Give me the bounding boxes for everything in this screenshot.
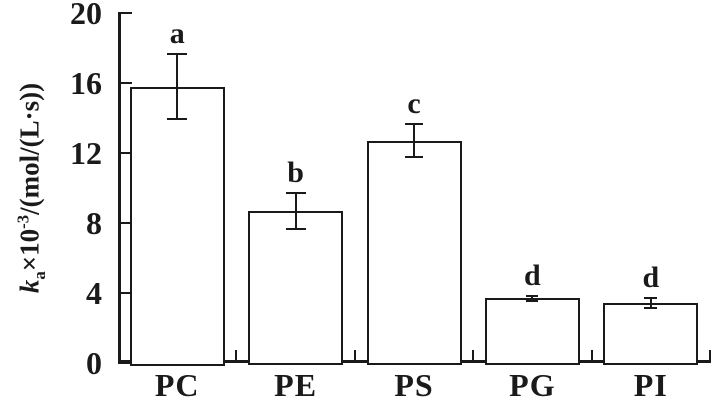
error-cap-top-pe	[286, 192, 306, 194]
y-axis-line	[118, 13, 121, 363]
x-tick-label-pi: PI	[633, 367, 668, 403]
y-tick-12	[118, 152, 132, 154]
x-tick-boundary-3	[472, 350, 475, 363]
y-axis-title-times: ×10	[14, 228, 45, 272]
error-bar-pi	[650, 297, 652, 309]
y-tick-16	[118, 82, 132, 84]
error-bar-ps	[413, 123, 415, 158]
y-tick-0	[118, 362, 132, 364]
y-axis-title-variable: k	[14, 279, 45, 294]
sig-letter-pe: b	[287, 156, 304, 189]
x-tick-boundary-4	[590, 350, 593, 363]
error-cap-top-pc	[167, 53, 187, 55]
y-tick-20	[118, 12, 132, 14]
bar-pg	[485, 298, 580, 365]
sig-letter-pi: d	[642, 261, 660, 294]
x-tick-label-pc: PC	[154, 367, 200, 403]
x-tick-label-ps: PS	[394, 367, 434, 403]
sig-letter-ps: c	[407, 87, 421, 120]
error-cap-top-pg	[526, 295, 538, 297]
y-tick-label-4: 4	[86, 275, 102, 311]
error-cap-bottom-ps	[405, 156, 423, 158]
y-tick-4	[118, 292, 132, 294]
error-bar-pe	[295, 192, 297, 230]
error-bar-pc	[176, 53, 178, 120]
x-tick-label-pe: PE	[274, 367, 318, 403]
sig-letter-pg: d	[524, 259, 541, 292]
y-tick-label-0: 0	[86, 345, 102, 381]
y-axis-title-unit: /(mol/(L·s))	[14, 82, 45, 215]
x-tick-label-pg: PG	[509, 367, 556, 403]
bar-pe	[248, 211, 343, 365]
y-tick-label-20: 20	[70, 0, 102, 31]
y-tick-label-16: 16	[70, 65, 102, 101]
bar-ps	[367, 141, 462, 365]
y-axis-title-exponent: -3	[13, 214, 33, 229]
x-tick-boundary-2	[353, 350, 356, 363]
error-bar-pg	[531, 295, 533, 302]
x-tick-boundary-1	[235, 350, 238, 363]
bar-pi	[603, 303, 698, 365]
bar-pc	[130, 87, 225, 366]
y-tick-label-8: 8	[86, 205, 102, 241]
sig-letter-pc: a	[169, 17, 185, 50]
error-cap-top-pi	[644, 297, 657, 299]
error-cap-top-ps	[405, 123, 423, 125]
error-cap-bottom-pg	[526, 300, 538, 302]
y-tick-label-12: 12	[70, 135, 102, 171]
error-cap-bottom-pe	[286, 228, 306, 230]
error-cap-bottom-pi	[644, 307, 657, 309]
error-cap-bottom-pc	[167, 118, 187, 120]
y-axis-title: ka×10-3/(mol/(L·s))	[13, 82, 48, 294]
x-tick-boundary-5	[709, 350, 711, 363]
y-tick-8	[118, 222, 132, 224]
